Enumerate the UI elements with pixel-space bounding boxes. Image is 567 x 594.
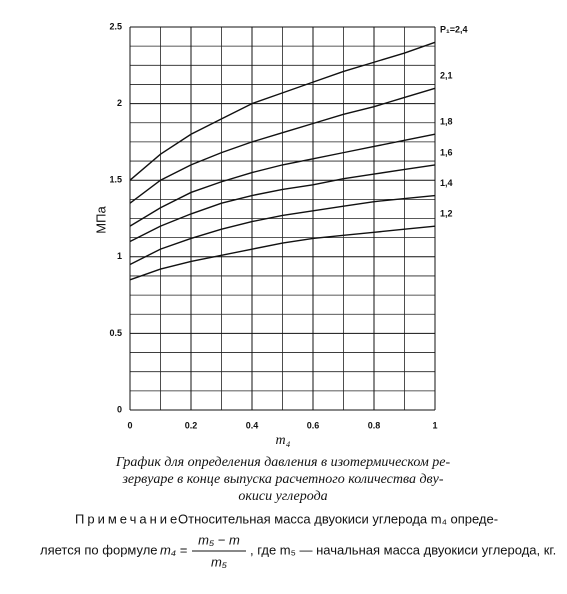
line <box>129 41 436 181</box>
y-tick-label: 1 <box>117 251 122 261</box>
y-tick-label: 0 <box>117 404 122 414</box>
line <box>129 225 436 281</box>
series-label: P₁=2,4 <box>440 25 468 35</box>
caption-line: График для определения давления в изотер… <box>115 455 451 470</box>
y-axis-label: МПа <box>93 206 108 234</box>
x-tick-label: 0.2 <box>185 420 198 430</box>
series-label: 1,4 <box>440 178 453 188</box>
y-tick-label: 0.5 <box>109 328 122 338</box>
line <box>129 87 436 204</box>
line <box>129 133 436 227</box>
caption-line: окиси углерода <box>238 489 327 504</box>
note-label: Примечание. <box>75 511 187 526</box>
x-tick-label: 1 <box>432 420 437 430</box>
series-label: 1,2 <box>440 209 453 219</box>
line <box>129 194 436 266</box>
x-tick-label: 0.8 <box>368 420 381 430</box>
series-label: 1,8 <box>440 117 453 127</box>
formula-denominator: m₅ <box>211 554 228 569</box>
line <box>129 164 436 243</box>
note-text: Относительная масса двуокиси углерода m₄… <box>178 511 498 526</box>
formula-lhs: m₄ = <box>160 542 188 557</box>
x-axis-label: m₄ <box>276 433 291 448</box>
x-tick-label: 0.6 <box>307 420 320 430</box>
caption-line: зервуаре в конце выпуска расчетного коли… <box>121 472 443 487</box>
note-lead: ляется по формуле <box>40 542 158 557</box>
x-tick-label: 0 <box>127 420 132 430</box>
x-tick-label: 0.4 <box>246 420 259 430</box>
series-label: 2,1 <box>440 71 453 81</box>
note-tail: , где m₅ — начальная масса двуокиси угле… <box>250 542 556 557</box>
series-label: 1,6 <box>440 147 453 157</box>
y-tick-label: 2 <box>117 98 122 108</box>
y-tick-label: 2.5 <box>109 21 122 31</box>
formula-numerator: m₅ − m <box>198 532 240 547</box>
y-tick-label: 1.5 <box>109 175 122 185</box>
